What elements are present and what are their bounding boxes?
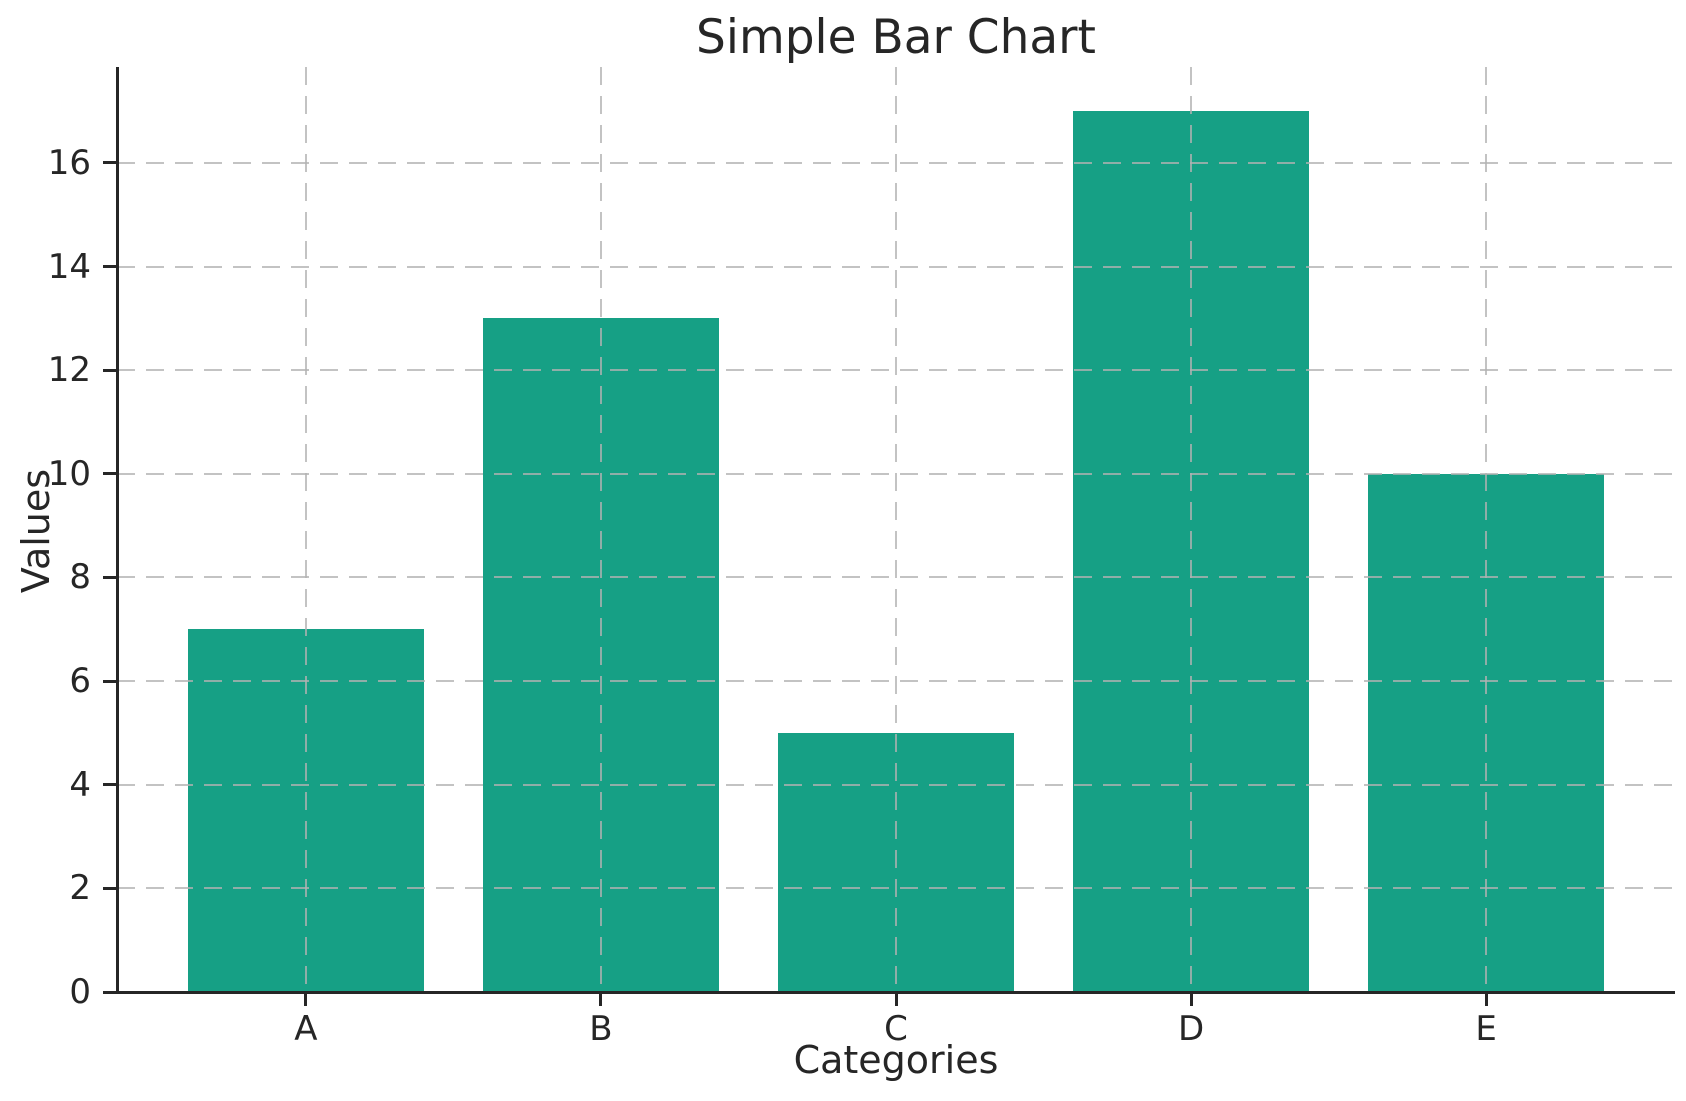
y-tick-mark <box>103 265 116 269</box>
y-tick-label: 6 <box>69 661 91 702</box>
y-tick-label: 2 <box>69 868 91 909</box>
plot-area: 0 2 4 6 8 10 12 14 16 A B C D E <box>48 67 1675 1046</box>
y-tick-mark <box>103 783 116 787</box>
bar-C <box>777 732 1015 992</box>
bar-E <box>1368 473 1605 992</box>
y-tick-mark <box>103 575 116 579</box>
y-tick-mark <box>103 990 116 994</box>
y-tick-label: 8 <box>69 557 91 598</box>
x-axis-label: Categories <box>793 1038 999 1082</box>
y-tick-label: 12 <box>47 350 91 391</box>
x-tick-mark <box>304 993 308 1006</box>
bar-D <box>1073 111 1310 992</box>
y-tick-label: 0 <box>69 972 91 1012</box>
bars-layer <box>117 67 1675 992</box>
y-axis-label: Values <box>14 468 58 594</box>
y-tick-mark <box>103 472 116 476</box>
y-tick-label: 16 <box>47 142 91 183</box>
y-tick-mark <box>103 679 116 683</box>
y-tick-mark <box>103 886 116 890</box>
y-tick-label: 14 <box>47 246 91 287</box>
y-tick-label: 4 <box>69 764 91 805</box>
bar-B <box>482 318 719 992</box>
x-tick-mark <box>894 993 898 1006</box>
x-tick-mark <box>1484 993 1488 1006</box>
x-tick-mark <box>1189 993 1193 1006</box>
bar-A <box>187 629 424 992</box>
y-tick-mark <box>103 161 116 165</box>
x-tick-mark <box>599 993 603 1006</box>
chart-title: Simple Bar Chart <box>696 10 1096 65</box>
y-tick-mark <box>103 368 116 372</box>
